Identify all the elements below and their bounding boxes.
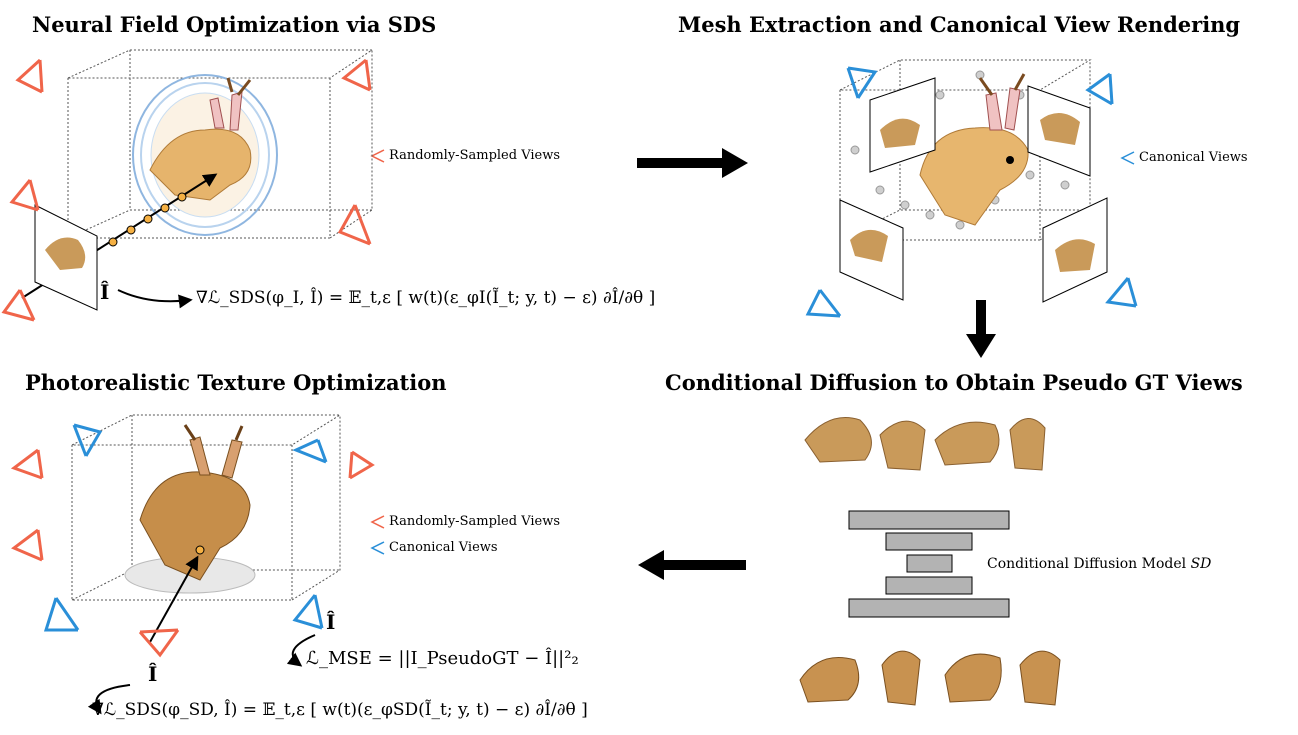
- legend-canonical-label: Canonical Views: [1139, 150, 1248, 165]
- texture-ray: [149, 555, 199, 643]
- canonical-view-icon: [370, 540, 385, 555]
- random-view-cameras-sds: [1, 58, 372, 322]
- jackalope-textured: [124, 424, 256, 594]
- legend-random-label: Randomly-Sampled Views: [389, 148, 560, 163]
- ihat-texture-canonical: Î: [326, 610, 336, 634]
- legend-canonical-texture: Canonical Views: [370, 540, 498, 555]
- ray-sample-point: [143, 214, 153, 224]
- ray-sample-point: [126, 225, 136, 235]
- rendered-image-plane: [34, 204, 98, 311]
- diffusion-output-views: [799, 650, 1061, 706]
- jackalope-mesh: [919, 73, 1029, 226]
- unet-block: [848, 598, 1010, 618]
- texture-cube: [71, 414, 342, 601]
- legend-random-texture: Randomly-Sampled Views: [370, 514, 560, 529]
- ihat-sds: Î: [100, 280, 110, 304]
- unet-block: [906, 554, 953, 573]
- canonical-view-cameras-texture: [43, 423, 328, 632]
- model-label-symbol: SD: [1190, 556, 1212, 572]
- unet-block: [885, 532, 973, 551]
- jackalope-neural-field: [132, 74, 278, 236]
- unet-block: [885, 576, 973, 595]
- texture-sample-point: [195, 545, 205, 555]
- sds-sd-arrow: [87, 684, 131, 715]
- mse-arrow: [286, 634, 316, 667]
- title-mesh: Mesh Extraction and Canonical View Rende…: [678, 12, 1241, 37]
- random-view-cameras-texture: [10, 448, 375, 658]
- model-label-prefix: Conditional Diffusion Model: [987, 556, 1191, 572]
- canonical-plane-thumbnails: [850, 112, 1095, 272]
- sds-cube: [67, 49, 374, 239]
- equation-sds-gradient-sd: ∇ℒ_SDS(φ_SD, Î) = 𝔼_t,ε [ w(t)(ε_φSD(Ĩ_t…: [92, 700, 588, 720]
- ihat-to-equation-arrow: [117, 289, 193, 309]
- legend-canonical-label: Canonical Views: [389, 540, 498, 555]
- mesh-cube: [839, 59, 1092, 241]
- diffusion-model-label: Conditional Diffusion Model SD: [987, 556, 1211, 572]
- canonical-view-icon: [1120, 150, 1135, 165]
- equation-mse: ℒ_MSE = ||I_PseudoGT − Î||²₂: [306, 648, 579, 669]
- ray-sample-point: [108, 237, 118, 247]
- ray-sample-point: [177, 192, 187, 202]
- legend-random-label: Randomly-Sampled Views: [389, 514, 560, 529]
- title-diffusion: Conditional Diffusion to Obtain Pseudo G…: [665, 370, 1243, 395]
- diffusion-input-views: [804, 417, 1046, 471]
- ray-sample-point: [160, 203, 170, 213]
- canonical-view-cameras-mesh: [805, 66, 1138, 318]
- title-sds: Neural Field Optimization via SDS: [32, 12, 437, 37]
- flow-arrows: [637, 148, 996, 580]
- ihat-texture-random: Î: [148, 662, 158, 686]
- random-view-icon: [370, 514, 385, 529]
- title-texture: Photorealistic Texture Optimization: [25, 370, 447, 395]
- unet-block: [848, 510, 1010, 530]
- legend-canonical-mesh: Canonical Views: [1120, 150, 1248, 165]
- diffusion-model-blocks: [848, 510, 1010, 618]
- equation-sds-gradient: ∇ℒ_SDS(φ_I, Î) = 𝔼_t,ε [ w(t)(ε_φI(Ĩ_t; …: [196, 288, 656, 308]
